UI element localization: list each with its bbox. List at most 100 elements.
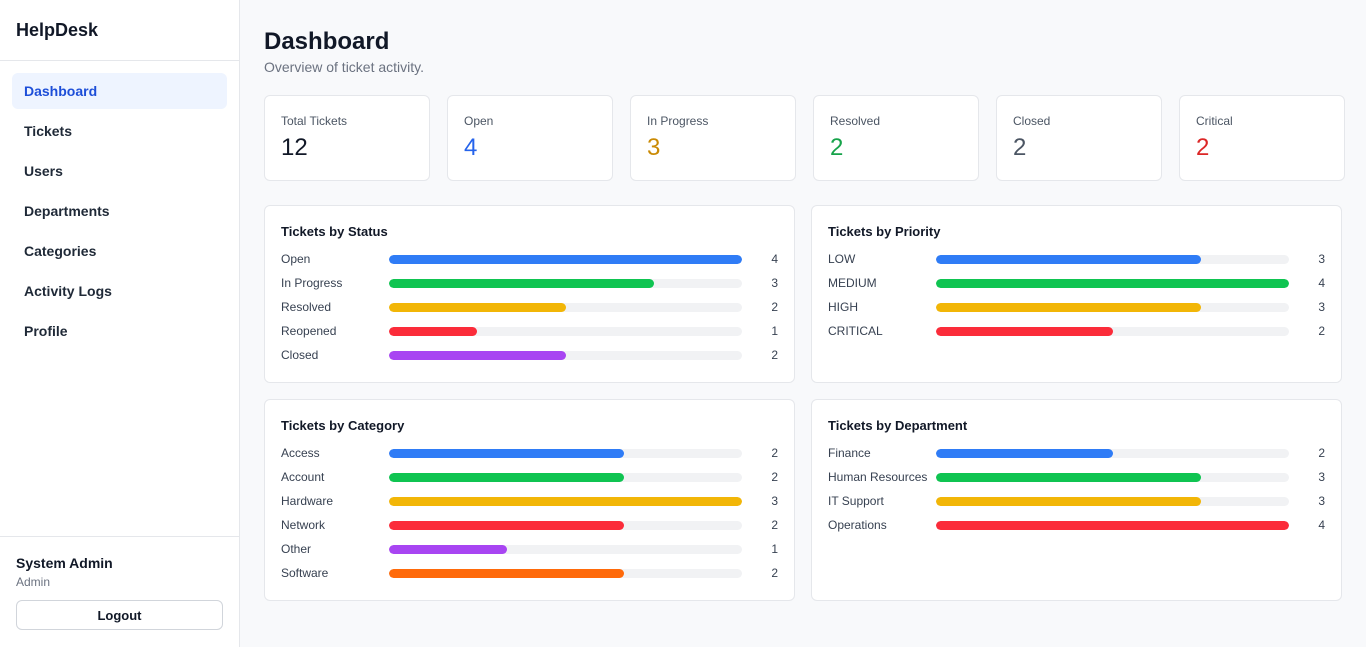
bar-row: Hardware 3 <box>281 489 778 513</box>
bar-row: CRITICAL 2 <box>828 319 1325 343</box>
bar-label: MEDIUM <box>828 276 877 290</box>
sidebar-item-departments[interactable]: Departments <box>24 203 110 219</box>
bar-row: Account 2 <box>281 465 778 489</box>
bar-label: Open <box>281 252 311 266</box>
bar-count: 2 <box>771 446 778 460</box>
bar-label: Closed <box>281 348 319 362</box>
panel-title: Tickets by Category <box>281 418 405 433</box>
stat-value: 4 <box>464 134 478 161</box>
bar-row: IT Support 3 <box>828 489 1325 513</box>
sidebar-item-users[interactable]: Users <box>24 163 63 179</box>
bar-fill <box>389 520 625 530</box>
bar-row: MEDIUM 4 <box>828 271 1325 295</box>
sidebar-nav: Dashboard Tickets Users Departments Cate… <box>0 61 239 536</box>
bar-fill <box>936 472 1201 482</box>
bar-count: 2 <box>771 348 778 362</box>
bar-count: 4 <box>1318 276 1325 290</box>
brand-logo[interactable]: HelpDesk <box>0 0 239 61</box>
panel-title: Tickets by Status <box>281 224 388 239</box>
bar-track <box>389 302 742 312</box>
bar-fill <box>936 448 1113 458</box>
bar-label: Account <box>281 470 325 484</box>
logout-button[interactable]: Logout <box>16 600 223 630</box>
bar-fill <box>389 278 654 288</box>
bar-track <box>389 326 742 336</box>
stat-value: 2 <box>830 134 844 161</box>
bar-label: Finance <box>828 446 871 460</box>
bar-row: Finance 2 <box>828 441 1325 465</box>
bar-label: Network <box>281 518 326 532</box>
sidebar-item-tickets[interactable]: Tickets <box>24 123 72 139</box>
bar-row: Software 2 <box>281 561 778 585</box>
bar-fill <box>389 302 566 312</box>
bar-label: Operations <box>828 518 887 532</box>
bar-track <box>389 350 742 360</box>
stat-card-critical: Critical 2 <box>1179 95 1345 181</box>
bar-fill <box>389 472 625 482</box>
stat-value: 2 <box>1013 134 1027 161</box>
stats-row: Total Tickets 12 Open 4 In Progress 3 Re… <box>264 95 1345 181</box>
bar-track <box>936 448 1289 458</box>
bar-fill <box>389 448 625 458</box>
stat-label: Resolved <box>830 114 881 128</box>
panel-title: Tickets by Department <box>828 418 968 433</box>
bar-count: 2 <box>771 518 778 532</box>
panel-tickets-by-priority: Tickets by Priority LOW 3 MEDIUM 4 HIGH 3 CRIT… <box>811 205 1342 383</box>
main-content: Dashboard Overview of ticket activity. T… <box>240 0 1366 647</box>
sidebar-item-dashboard[interactable]: Dashboard <box>12 73 227 109</box>
bar-row: Open 4 <box>281 247 778 271</box>
bar-row: Other 1 <box>281 537 778 561</box>
bar-list: Access 2 Account 2 Hardware 3 Network 2 Other 1 So… <box>281 441 778 585</box>
bar-count: 2 <box>1318 324 1325 338</box>
bar-label: CRITICAL <box>828 324 883 338</box>
bar-row: HIGH 3 <box>828 295 1325 319</box>
user-name: System Admin <box>16 555 113 571</box>
bar-fill <box>389 568 625 578</box>
bar-count: 3 <box>1318 252 1325 266</box>
bar-row: Human Resources 3 <box>828 465 1325 489</box>
bar-fill <box>389 326 478 336</box>
bar-track <box>936 326 1289 336</box>
stat-card-in-progress: In Progress 3 <box>630 95 796 181</box>
bar-label: Reopened <box>281 324 337 338</box>
bar-count: 3 <box>1318 300 1325 314</box>
bar-list: LOW 3 MEDIUM 4 HIGH 3 CRITICAL 2 <box>828 247 1325 343</box>
bar-row: In Progress 3 <box>281 271 778 295</box>
page-subtitle: Overview of ticket activity. <box>264 59 425 75</box>
bar-count: 2 <box>771 470 778 484</box>
bar-row: Closed 2 <box>281 343 778 367</box>
bar-label: Resolved <box>281 300 332 314</box>
user-role: Admin <box>16 575 51 589</box>
bar-fill <box>389 350 566 360</box>
bar-label: LOW <box>828 252 856 266</box>
bar-fill <box>936 254 1201 264</box>
bar-list: Finance 2 Human Resources 3 IT Support 3 Opera… <box>828 441 1325 537</box>
bar-row: Resolved 2 <box>281 295 778 319</box>
bar-track <box>936 472 1289 482</box>
bar-count: 3 <box>1318 470 1325 484</box>
panel-tickets-by-category: Tickets by Category Access 2 Account 2 Hardw… <box>264 399 795 601</box>
bar-label: Access <box>281 446 320 460</box>
stat-label: In Progress <box>647 114 709 128</box>
bar-fill <box>936 302 1201 312</box>
bar-track <box>389 496 742 506</box>
bar-fill <box>389 496 742 506</box>
bar-fill <box>936 326 1113 336</box>
stat-card-closed: Closed 2 <box>996 95 1162 181</box>
sidebar-item-categories[interactable]: Categories <box>24 243 97 259</box>
bar-label: In Progress <box>281 276 343 290</box>
panels-grid: Tickets by Status Open 4 In Progress 3 Resol… <box>264 205 1345 601</box>
bar-count: 2 <box>771 566 778 580</box>
bar-label: Software <box>281 566 329 580</box>
bar-track <box>389 568 742 578</box>
bar-count: 1 <box>771 324 778 338</box>
bar-track <box>936 496 1289 506</box>
bar-fill <box>936 278 1289 288</box>
stat-label: Open <box>464 114 494 128</box>
sidebar-item-profile[interactable]: Profile <box>24 323 68 339</box>
sidebar-item-activity-logs[interactable]: Activity Logs <box>24 283 112 299</box>
bar-label: Hardware <box>281 494 334 508</box>
bar-track <box>936 302 1289 312</box>
bar-track <box>389 278 742 288</box>
panel-tickets-by-status: Tickets by Status Open 4 In Progress 3 Resol… <box>264 205 795 383</box>
